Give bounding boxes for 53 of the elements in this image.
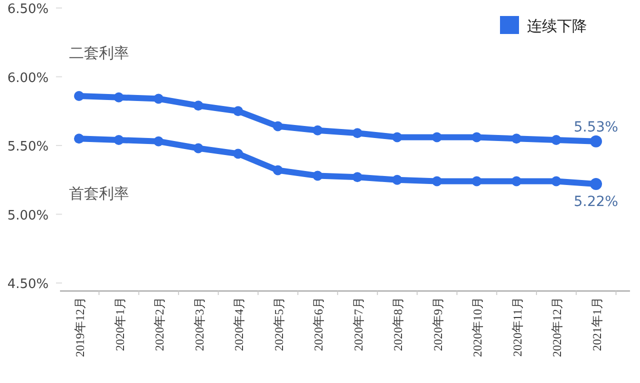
point <box>551 135 562 145</box>
x-tick-label: 2020年6月 <box>312 297 326 351</box>
point <box>551 176 562 186</box>
point <box>312 125 323 136</box>
point <box>312 170 323 181</box>
data-label: 5.53% <box>574 119 618 136</box>
x-tick-label: 2020年8月 <box>391 297 406 351</box>
point <box>193 143 204 154</box>
point <box>114 92 124 102</box>
y-tick-label: 5.50% <box>7 140 49 154</box>
point <box>472 176 482 186</box>
x-tick-label: 2021年1月 <box>590 297 604 351</box>
point <box>193 100 204 111</box>
x-tick-label: 2019年12月 <box>73 297 87 357</box>
x-tick-label: 2020年11月 <box>510 297 524 357</box>
y-tick-label: 4.50% <box>7 277 49 292</box>
x-tick-label: 2020年7月 <box>351 297 366 351</box>
direct-label-series: 首套利率 <box>69 184 129 203</box>
point <box>114 135 124 145</box>
point <box>472 132 482 142</box>
point <box>432 176 442 186</box>
y-tick-label: 6.00% <box>7 70 49 86</box>
data-label: 5.22% <box>574 194 618 210</box>
x-tick-label: 2020年10月 <box>470 297 485 357</box>
x-tick-label: 2020年9月 <box>430 297 445 351</box>
y-tick-label: 5.00% <box>7 208 49 224</box>
x-tick-label: 2020年1月 <box>112 297 127 351</box>
point <box>511 176 522 186</box>
point <box>392 132 402 142</box>
point <box>392 174 402 185</box>
point <box>432 132 442 142</box>
point <box>272 165 283 176</box>
x-tick-label: 2020年12月 <box>550 297 564 357</box>
point <box>590 178 602 190</box>
point <box>352 128 362 138</box>
x-tick-label: 2020年4月 <box>232 297 246 351</box>
point <box>511 134 522 144</box>
legend: 连续下降 <box>500 16 587 35</box>
x-tick-label: 2020年2月 <box>152 297 167 351</box>
point <box>272 121 283 132</box>
point <box>74 134 84 144</box>
point <box>233 148 244 159</box>
point <box>74 91 84 101</box>
point <box>590 135 602 148</box>
point <box>154 136 164 146</box>
point <box>154 94 164 104</box>
point <box>352 172 362 182</box>
legend-title: 连续下降 <box>527 17 587 35</box>
direct-label-series: 二套利率 <box>69 44 129 62</box>
x-tick-label: 2020年5月 <box>272 297 286 351</box>
y-tick-label: 6.50% <box>7 2 49 17</box>
point <box>233 106 244 116</box>
x-tick-label: 2020年3月 <box>192 297 206 351</box>
